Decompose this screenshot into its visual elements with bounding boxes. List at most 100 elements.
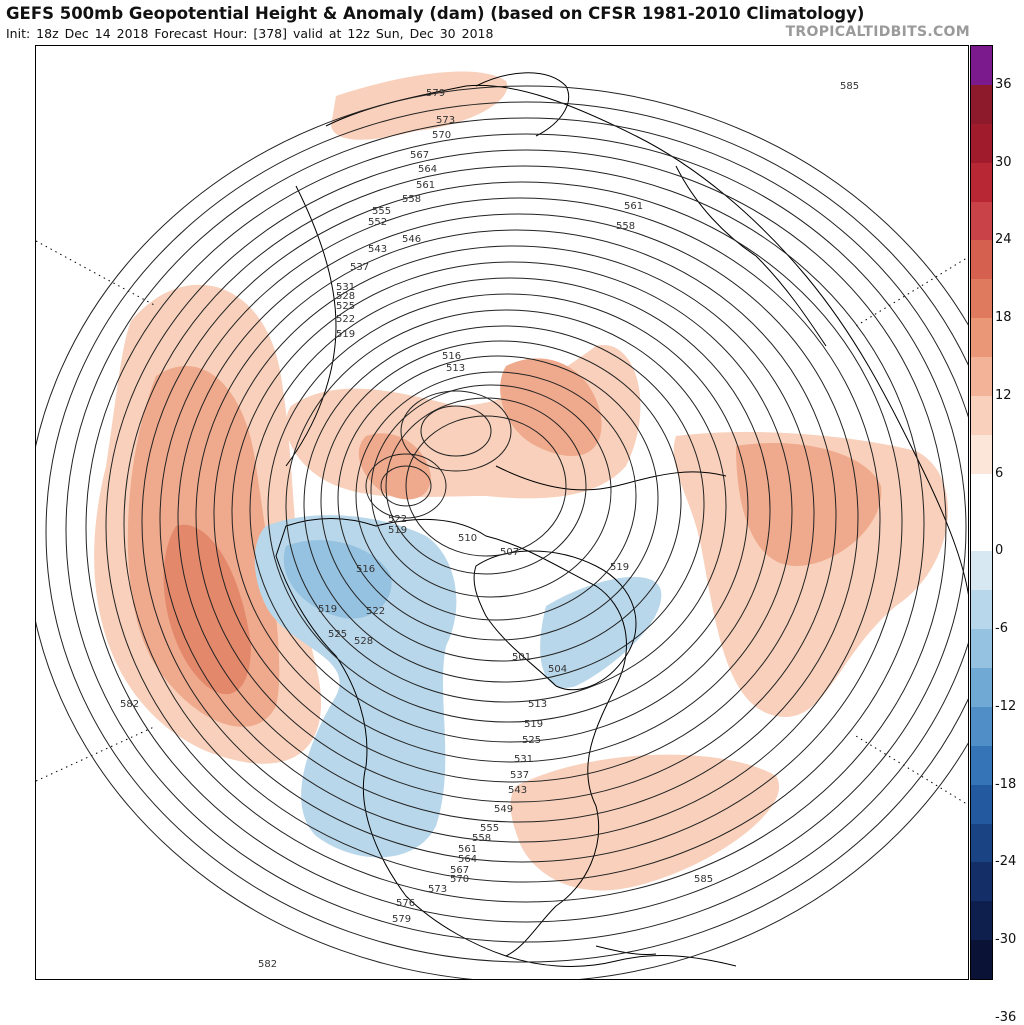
colorbar-label: 18 bbox=[995, 310, 1012, 326]
coast-greenland bbox=[473, 550, 637, 691]
contour-label: 525 bbox=[522, 735, 541, 746]
contour-label: 519 bbox=[318, 604, 337, 615]
coast-caribbean bbox=[595, 945, 657, 955]
colorbar-segment bbox=[971, 823, 992, 863]
colorbar-segment bbox=[971, 201, 992, 241]
contour-label: 516 bbox=[442, 351, 461, 362]
colorbar-label: -18 bbox=[995, 776, 1017, 792]
contour-label: 585 bbox=[840, 81, 859, 92]
page-title: GEFS 500mb Geopotential Height & Anomaly… bbox=[6, 4, 865, 23]
contour-label: 510 bbox=[458, 533, 477, 544]
contour-label: 516 bbox=[356, 564, 375, 575]
colorbar-label: -12 bbox=[995, 698, 1017, 714]
anomaly-pacific-core bbox=[163, 524, 251, 695]
contour-label: 522 bbox=[366, 606, 385, 617]
anomaly-eurasia-mid bbox=[736, 442, 882, 566]
colorbar-segment bbox=[971, 706, 992, 747]
contour-label: 558 bbox=[472, 833, 491, 844]
contour-label: 519 bbox=[388, 525, 407, 536]
colorbar-segment bbox=[971, 162, 992, 202]
contour-label: 537 bbox=[510, 770, 529, 781]
colorbar-label: -6 bbox=[995, 621, 1008, 637]
contour-label: 528 bbox=[336, 291, 355, 302]
colorbar-segment bbox=[971, 745, 992, 786]
contour-label: 564 bbox=[418, 164, 437, 175]
colorbar-label: -36 bbox=[995, 1009, 1017, 1025]
anomaly-arctic-west bbox=[358, 433, 431, 500]
colorbar-label: 30 bbox=[995, 154, 1012, 170]
coastlines bbox=[275, 72, 968, 967]
contour-label: 585 bbox=[694, 874, 713, 885]
colorbar-label: -24 bbox=[995, 854, 1017, 870]
anomaly-arctic-mid bbox=[500, 358, 602, 456]
forecast-subtitle: Init: 18z Dec 14 2018 Forecast Hour: [37… bbox=[6, 26, 494, 41]
contour-label: 561 bbox=[458, 844, 477, 855]
colorbar-segment bbox=[971, 668, 992, 708]
contour-label: 501 bbox=[512, 652, 531, 663]
colorbar-segment bbox=[971, 84, 992, 125]
coast-eurasia bbox=[325, 84, 968, 595]
contour-label: 567 bbox=[450, 865, 469, 876]
contour-label: 507 bbox=[500, 547, 519, 558]
coast-central-america bbox=[505, 955, 737, 967]
colorbar-segment bbox=[971, 279, 992, 319]
contour-label: 561 bbox=[624, 201, 643, 212]
negative-anomaly-shading bbox=[254, 515, 662, 858]
colorbar-segment bbox=[971, 551, 992, 591]
colorbar-label: 36 bbox=[995, 76, 1012, 92]
contour-label: 513 bbox=[528, 699, 547, 710]
contour-label: 558 bbox=[616, 221, 635, 232]
contour-label: 537 bbox=[350, 262, 369, 273]
contour-label: 525 bbox=[336, 301, 355, 312]
contour-label: 582 bbox=[120, 699, 139, 710]
contour-label: 579 bbox=[392, 914, 411, 925]
contour-label: 522 bbox=[388, 514, 407, 525]
coast-mediterranean bbox=[675, 165, 827, 347]
contour-label: 519 bbox=[524, 719, 543, 730]
colorbar-label: 6 bbox=[995, 465, 1004, 481]
contour-label: 519 bbox=[610, 562, 629, 573]
height-contours bbox=[36, 85, 968, 979]
contour-label: 549 bbox=[494, 804, 513, 815]
colorbar-segment bbox=[971, 434, 992, 475]
contour-label: 576 bbox=[396, 898, 415, 909]
contour-label: 570 bbox=[432, 130, 451, 141]
colorbar-segment bbox=[971, 240, 992, 280]
anomaly-greenland bbox=[331, 71, 508, 140]
anomaly-alaska-mid bbox=[283, 540, 392, 619]
graticule bbox=[36, 240, 968, 806]
colorbar-label: -30 bbox=[995, 932, 1017, 948]
contour-label: 561 bbox=[416, 180, 435, 191]
colorbar-segment bbox=[971, 629, 992, 669]
contour-label: 573 bbox=[436, 115, 455, 126]
colorbar-segment bbox=[971, 862, 992, 902]
anomaly-colorbar bbox=[970, 45, 993, 980]
contour-label: 546 bbox=[402, 234, 421, 245]
anomaly-canada bbox=[540, 576, 662, 688]
colorbar-segment bbox=[971, 123, 992, 164]
colorbar-segment bbox=[971, 473, 992, 513]
contour-label: 522 bbox=[336, 314, 355, 325]
colorbar-segment bbox=[971, 318, 992, 358]
contour-label: 543 bbox=[508, 785, 527, 796]
colorbar-segment bbox=[971, 46, 992, 86]
coast-north-america bbox=[275, 518, 627, 957]
brand-watermark[interactable]: TROPICALTIDBITS.COM bbox=[785, 24, 970, 40]
positive-anomaly-shading bbox=[94, 71, 949, 891]
contour-label: 504 bbox=[548, 664, 567, 675]
contour-label: 531 bbox=[514, 754, 533, 765]
contour-label: 573 bbox=[428, 884, 447, 895]
contour-label: 552 bbox=[368, 217, 387, 228]
contour-label: 525 bbox=[328, 629, 347, 640]
contour-label-group: 579 573 570 567 564 561 558 555 552 546 … bbox=[120, 81, 859, 970]
contour-label: 519 bbox=[336, 329, 355, 340]
contour-label: 579 bbox=[426, 88, 445, 99]
contour-label: 558 bbox=[402, 194, 421, 205]
colorbar-segment bbox=[971, 940, 992, 979]
contour-label: 555 bbox=[372, 206, 391, 217]
colorbar-segment bbox=[971, 590, 992, 630]
colorbar-segment bbox=[971, 784, 992, 824]
contour-label: 528 bbox=[354, 636, 373, 647]
colorbar-label: 0 bbox=[995, 543, 1004, 559]
contour-label: 531 bbox=[336, 282, 355, 293]
